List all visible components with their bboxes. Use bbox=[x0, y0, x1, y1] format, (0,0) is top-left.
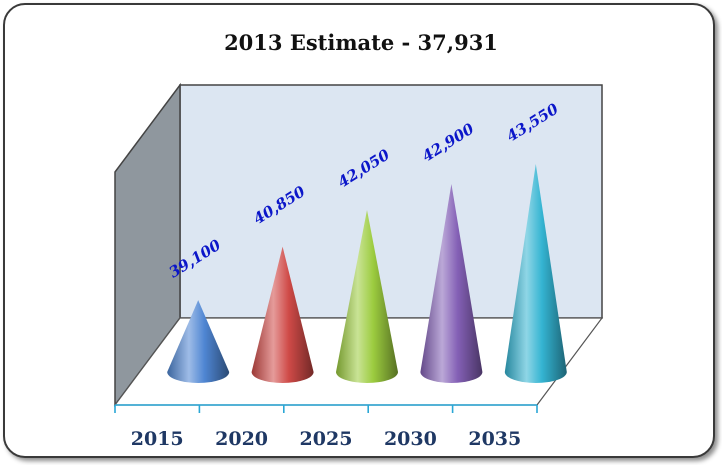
cone-2030 bbox=[420, 183, 483, 384]
x-tick-label-2035: 2035 bbox=[468, 428, 521, 450]
cone-2035 bbox=[504, 164, 567, 384]
x-tick-label-2030: 2030 bbox=[384, 428, 437, 450]
x-tick-label-2020: 2020 bbox=[215, 428, 268, 450]
cone-2020 bbox=[251, 246, 314, 384]
cone-2025 bbox=[336, 209, 398, 383]
cone-2015 bbox=[167, 300, 230, 384]
x-tick-label-2015: 2015 bbox=[131, 428, 184, 450]
x-tick-label-2025: 2025 bbox=[300, 428, 353, 450]
chart-title: 2013 Estimate - 37,931 bbox=[224, 30, 498, 55]
